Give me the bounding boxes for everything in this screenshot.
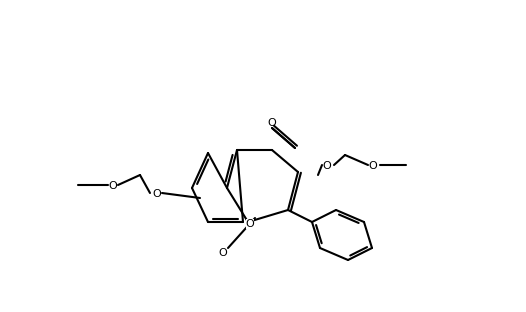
Text: O: O [322, 161, 331, 171]
Text: O: O [153, 189, 161, 199]
Text: O: O [219, 248, 227, 258]
Text: O: O [369, 161, 377, 171]
Text: O: O [109, 181, 117, 191]
Text: O: O [246, 219, 255, 229]
Text: O: O [268, 118, 276, 128]
